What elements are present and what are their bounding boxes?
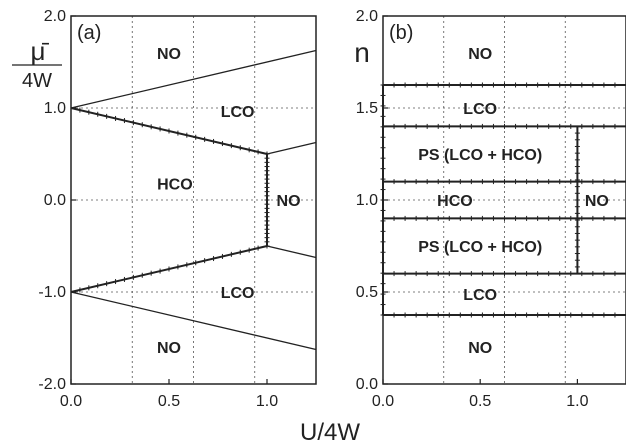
x-tick-label: 1.0: [566, 393, 588, 410]
region-label: NO: [468, 46, 492, 63]
y-tick-label: -1.0: [38, 284, 66, 301]
phase-boundary-line: [266, 141, 317, 155]
panel-label: (a): [77, 22, 101, 44]
panel-label: (b): [389, 22, 413, 44]
x-tick-label: 0.5: [469, 393, 491, 410]
region-label: PS (LCO + HCO): [418, 147, 542, 164]
y-axis-label-denominator: 4W: [22, 70, 52, 92]
y-tick-label: 1.0: [356, 192, 378, 209]
region-label: HCO: [437, 193, 473, 210]
y-tick-label: -2.0: [38, 376, 66, 393]
y-tick-label: 0.0: [356, 376, 378, 393]
x-tick-label: 0.0: [372, 393, 394, 410]
x-tick-label: 0.0: [60, 393, 82, 410]
y-tick-label: 1.5: [356, 100, 378, 117]
region-label: LCO: [463, 101, 497, 118]
region-label: PS (LCO + HCO): [418, 239, 542, 256]
x-tick-label: 0.5: [158, 393, 180, 410]
region-label: HCO: [157, 176, 193, 193]
region-label: LCO: [221, 285, 255, 302]
phase-boundary-line: [70, 291, 317, 351]
y-tick-label: 0.0: [44, 192, 66, 209]
y-tick-label: 0.5: [356, 284, 378, 301]
region-label: NO: [157, 46, 181, 63]
y-tick-label: 1.0: [44, 100, 66, 117]
region-label: LCO: [221, 104, 255, 121]
phase-boundary-line: [70, 49, 317, 109]
region-label: LCO: [463, 287, 497, 304]
panel-b-n-vs-u: 0.0 0.5 1.0 2.0 1.5 1.0 0.5 0.0 NO LCO PS (LCO + H…: [354, 8, 626, 410]
y-tick-label: 2.0: [44, 8, 66, 25]
y-axis-label: n: [354, 37, 370, 68]
region-label: NO: [468, 340, 492, 357]
y-axis-label-numerator: μ̄: [31, 36, 50, 66]
region-label: NO: [585, 193, 609, 210]
region-label: NO: [277, 193, 301, 210]
panel-a-mu-vs-u: 0.0 0.5 1.0 2.0 1.0 0.0 -1.0 -2.0 NO LCO HCO NO LCO N…: [12, 8, 317, 410]
phase-boundary-line: [266, 245, 317, 259]
y-tick-label: 2.0: [356, 8, 378, 25]
x-tick-label: 1.0: [256, 393, 278, 410]
region-label: NO: [157, 340, 181, 357]
x-axis-label: U/4W: [300, 419, 360, 446]
